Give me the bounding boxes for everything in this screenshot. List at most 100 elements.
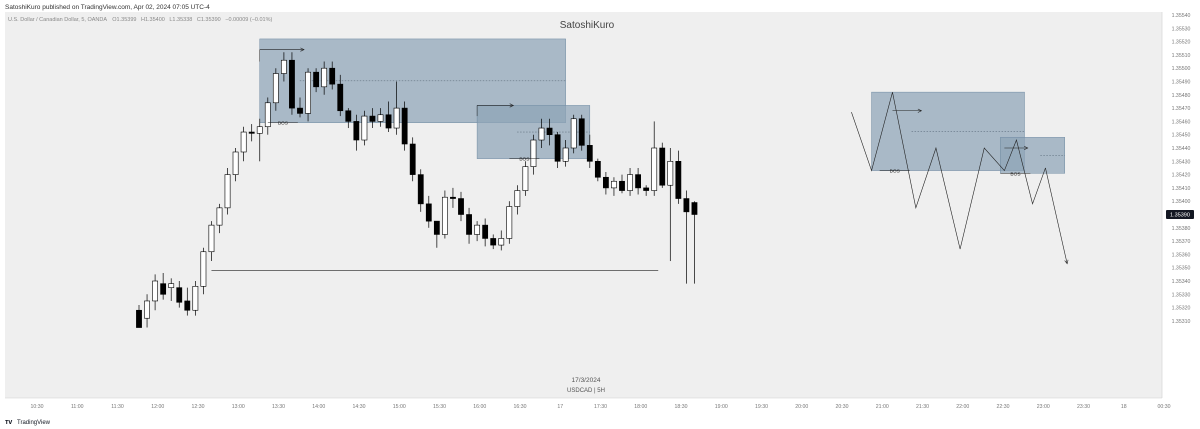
candle-body [144, 300, 150, 319]
candle-body [401, 107, 408, 145]
candle-body [651, 147, 658, 191]
price-tick-label: 1.35470 [1172, 106, 1191, 112]
candle-body [289, 59, 295, 109]
projection-path [851, 92, 1046, 250]
candle-body [691, 202, 698, 215]
time-tick-label: 14:00 [312, 404, 325, 410]
candle-body [280, 59, 287, 74]
candle-body [554, 134, 561, 162]
candle-body [297, 107, 303, 114]
candle-body [232, 151, 239, 175]
footer-brand-text: TradingView [17, 420, 51, 426]
price-tick-label: 1.35410 [1172, 186, 1191, 192]
price-tick-label: 1.35430 [1172, 159, 1191, 165]
candle-body [345, 110, 352, 122]
price-tick-label: 1.35340 [1172, 279, 1191, 285]
candle-body [417, 174, 424, 205]
price-tick-label: 1.35380 [1172, 226, 1191, 232]
candle-body [514, 190, 521, 207]
bos-label: BOS [519, 157, 529, 163]
candle-body [538, 127, 545, 141]
time-tick-label: 16:00 [473, 404, 486, 410]
tradingview-logo-icon: ᴛᴠ [5, 419, 12, 426]
time-tick-label: 17 [557, 404, 563, 410]
time-tick-label: 19:30 [755, 404, 768, 410]
price-tick-label: 1.35450 [1172, 133, 1191, 139]
time-tick-label: 00:30 [1158, 404, 1171, 410]
candle-body [506, 206, 513, 239]
candle-body [627, 174, 633, 191]
price-tick-label: 1.35360 [1172, 252, 1191, 258]
price-label-text: 1.35390 [1170, 213, 1190, 219]
candle-body [498, 238, 505, 246]
candle-body [602, 176, 609, 189]
price-tick-label: 1.35350 [1172, 266, 1191, 272]
candle-body [578, 118, 585, 146]
ohlc-close: C1.35390 [197, 17, 221, 23]
time-tick-label: 18:30 [675, 404, 688, 410]
candle-body [562, 147, 569, 162]
time-tick-label: 21:00 [876, 404, 889, 410]
candle-body [482, 224, 489, 239]
ohlc-low: L1.35338 [169, 17, 192, 23]
time-tick-label: 15:00 [393, 404, 406, 410]
candle-body [643, 187, 650, 191]
candle-body [313, 71, 319, 88]
time-tick-label: 23:00 [1037, 404, 1050, 410]
structure-arrow-head [300, 47, 305, 52]
candle-body [458, 198, 464, 215]
price-tick-label: 1.35490 [1172, 80, 1191, 86]
candle-body [433, 220, 440, 235]
candle-body [329, 67, 336, 85]
price-tick-label: 1.35310 [1172, 319, 1191, 325]
candle-body [184, 300, 191, 311]
candle-body [377, 114, 384, 122]
candle-body [321, 67, 328, 88]
candle-body [152, 280, 158, 302]
candle-body [337, 83, 344, 112]
candle-body [530, 139, 537, 167]
candle-body [248, 131, 255, 134]
price-tick-label: 1.35520 [1172, 40, 1191, 46]
candle-body [369, 115, 376, 122]
candle-body [409, 143, 416, 175]
price-tick-label: 1.35510 [1172, 53, 1191, 59]
plot-area [5, 12, 1162, 398]
candle-body [385, 114, 392, 129]
candle-body [200, 251, 207, 287]
time-tick-label: 23:30 [1077, 404, 1090, 410]
candle-body [675, 161, 682, 199]
price-tick-label: 1.35530 [1172, 26, 1191, 32]
price-label-box [1166, 210, 1194, 219]
candle-body [264, 102, 271, 128]
bos-label: BOS [278, 121, 288, 127]
price-tick-label: 1.35420 [1172, 173, 1191, 179]
price-tick-label: 1.35330 [1172, 292, 1191, 298]
structure-arrow-head [917, 108, 923, 113]
candle-body [570, 118, 577, 149]
time-axis: 10:30 11:00 11:30 12:00 12:30 13:00 13:30 14:00… [5, 397, 1171, 410]
time-tick-label: 13:30 [272, 404, 285, 410]
candle-body [466, 214, 472, 235]
watermark-symbol: USDCAD | 5H [567, 388, 605, 394]
time-tick-label: 20:00 [795, 404, 808, 410]
candle-body [305, 71, 311, 114]
structure-arrow-head [509, 103, 515, 108]
watermark-date: 17/3/2024 [572, 377, 601, 384]
time-tick-label: 16:30 [514, 404, 527, 410]
time-tick-label: 22:00 [956, 404, 969, 410]
candle-body [594, 161, 601, 178]
candle-body [176, 287, 183, 303]
time-tick-label: 13:00 [232, 404, 245, 410]
candle-body [168, 283, 175, 288]
projection-final-arrow-head [1064, 259, 1069, 265]
candle-body [667, 161, 674, 186]
candle-body [611, 180, 617, 189]
current-price-label: 1.35390 [1166, 210, 1194, 219]
price-tick-label: 1.35460 [1172, 119, 1191, 125]
candle-body [441, 196, 448, 235]
bos-label: BOS [890, 169, 900, 175]
candle-body [393, 107, 400, 129]
price-tick-label: 1.35440 [1172, 146, 1191, 152]
time-tick-label: 10:30 [31, 404, 44, 410]
